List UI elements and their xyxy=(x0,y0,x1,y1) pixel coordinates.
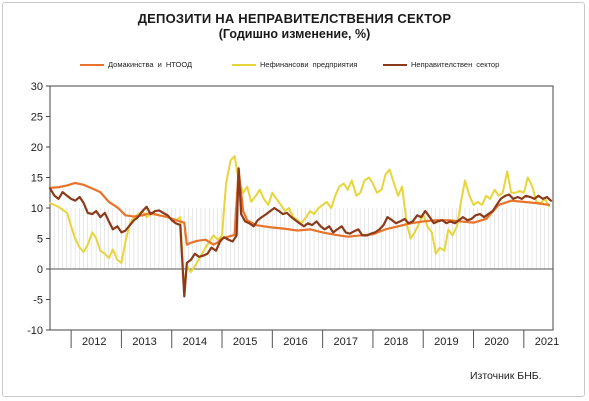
x-tick-label-2017: 2017 xyxy=(334,336,358,348)
x-tick-label-2020: 2020 xyxy=(484,336,508,348)
legend-swatch-nongovernment xyxy=(383,63,407,66)
y-tick-label-8: -10 xyxy=(27,325,43,337)
chart-legend: Домакинства и НТООД Нефинансови предприя… xyxy=(0,60,589,74)
series-nonfinancial xyxy=(49,155,550,295)
legend-label-nonfinancial: Нефинансови предприятия xyxy=(260,60,358,69)
x-tick-label-2014: 2014 xyxy=(183,336,207,348)
x-tick-label-2019: 2019 xyxy=(434,336,458,348)
y-tick-label-1: 25 xyxy=(31,112,43,124)
source-note: Източник БНБ. xyxy=(470,370,542,382)
x-tick-label-2015: 2015 xyxy=(233,336,257,348)
chart-frame xyxy=(2,2,585,397)
legend-swatch-nonfinancial xyxy=(232,63,256,66)
legend-label-nongovernment: Неправителствен сектор xyxy=(411,60,500,69)
y-tick-label-3: 15 xyxy=(31,173,43,185)
legend-item-nonfinancial: Нефинансови предприятия xyxy=(232,60,357,69)
y-tick-label-2: 20 xyxy=(31,142,43,154)
legend-swatch-households xyxy=(80,63,104,66)
x-tick-label-2012: 2012 xyxy=(82,336,106,348)
series-households xyxy=(48,168,551,246)
chart-subtitle: (Годишно изменение, %) xyxy=(218,27,371,41)
legend-item-households: Домакинства и НТООД xyxy=(80,60,192,69)
y-tick-label-6: 0 xyxy=(37,264,43,276)
y-tick-label-7: -5 xyxy=(33,295,43,307)
x-tick-label-2018: 2018 xyxy=(384,336,408,348)
chart-title: ДЕПОЗИТИ НА НЕПРАВИТЕЛСТВЕНИЯ СЕКТОР xyxy=(137,11,452,26)
legend-item-nongovernment: Неправителствен сектор xyxy=(383,60,499,69)
x-tick-label-2013: 2013 xyxy=(132,336,156,348)
y-tick-label-0: 30 xyxy=(31,81,43,93)
x-tick-label-2016: 2016 xyxy=(283,336,307,348)
legend-label-households: Домакинства и НТООД xyxy=(108,60,193,69)
y-tick-label-4: 10 xyxy=(31,203,43,215)
x-tick-label-2021: 2021 xyxy=(535,336,559,348)
y-tick-label-5: 5 xyxy=(37,234,43,246)
series-nongovernment xyxy=(48,167,553,298)
